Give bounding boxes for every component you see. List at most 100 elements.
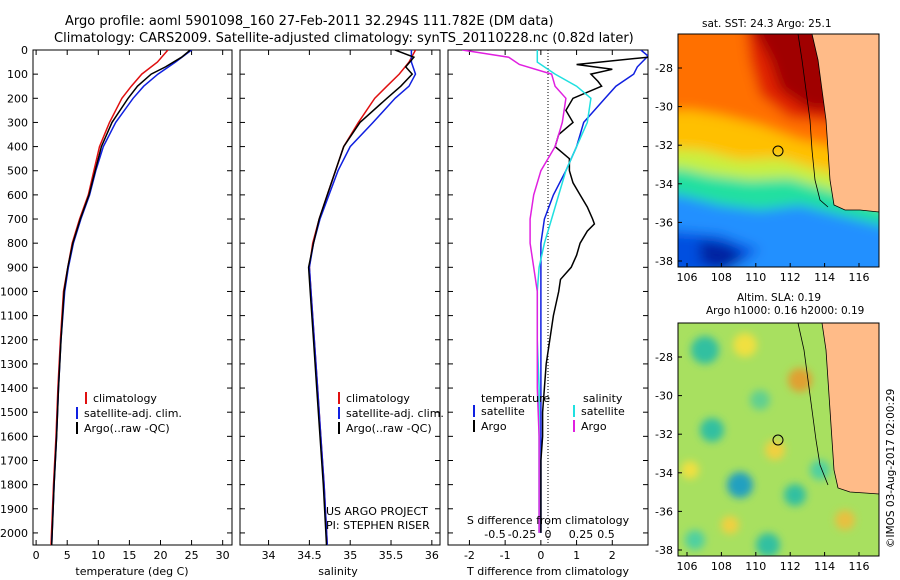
sst-field bbox=[678, 34, 879, 267]
timestamp: ©IMOS 03-Aug-2017 02:00:29 bbox=[885, 389, 897, 548]
temperature-x-ticks: 0 5 10 15 20 25 30 bbox=[33, 49, 232, 562]
lon-tick-label: 110 bbox=[745, 560, 766, 573]
depth-tick-label: 1900 bbox=[0, 503, 28, 516]
sst-map-frame bbox=[677, 33, 880, 268]
legend-salinity-title: salinity bbox=[583, 392, 623, 405]
x-tick-label: -2 bbox=[464, 549, 475, 562]
sst-map-ticks: 106 108 110 112 114 116 -28 -30 -32 -34 -36 -38 bbox=[655, 62, 869, 284]
land-mass bbox=[812, 34, 879, 212]
legend-s-argo: Argo bbox=[581, 420, 607, 433]
depth-tick-label: 1100 bbox=[0, 310, 28, 323]
x-tick-label: 36 bbox=[425, 549, 439, 562]
lat-tick-label: -38 bbox=[655, 255, 673, 268]
x-tick-label: 1 bbox=[573, 549, 580, 562]
temperature-profiles bbox=[50, 50, 193, 545]
lat-tick-label: -36 bbox=[655, 216, 673, 229]
depth-tick-label: 100 bbox=[7, 68, 28, 81]
sla-field bbox=[678, 323, 879, 556]
figure-title-line1: Argo profile: aoml 5901098_160 27-Feb-20… bbox=[65, 14, 554, 29]
depth-tick-label: 200 bbox=[7, 92, 28, 105]
x-tick-label: 34 bbox=[262, 549, 276, 562]
lat-tick-label: -36 bbox=[655, 505, 673, 518]
lon-tick-label: 112 bbox=[780, 560, 801, 573]
lon-tick-label: 116 bbox=[849, 271, 870, 284]
s-difference-tick-label: 0.25 bbox=[569, 528, 594, 541]
x-tick-label: 34.5 bbox=[297, 549, 322, 562]
salinity-axes-frame bbox=[239, 49, 441, 546]
difference-panel: -2 -1 0 1 2 -0.5 -0.25 0 0.25 0.5 T difference f… bbox=[447, 49, 649, 578]
depth-tick-label: 500 bbox=[7, 165, 28, 178]
depth-tick-label: 2000 bbox=[0, 527, 28, 540]
salinity-x-label: salinity bbox=[318, 565, 358, 578]
lon-tick-label: 116 bbox=[849, 560, 870, 573]
sla-map-title-line2: Argo h1000: 0.16 h2000: 0.19 bbox=[706, 305, 864, 317]
x-tick-label: 35 bbox=[343, 549, 357, 562]
temperature-panel: 0 5 10 15 20 25 30 0 100 200 300 400 500 600 700 800 90… bbox=[0, 44, 233, 578]
lon-tick-label: 108 bbox=[711, 271, 732, 284]
temperature-axes-frame bbox=[32, 49, 233, 546]
x-tick-label: 5 bbox=[64, 549, 71, 562]
x-tick-label: 30 bbox=[216, 549, 230, 562]
lon-tick-label: 106 bbox=[677, 271, 698, 284]
series-line-temperature-argo bbox=[540, 55, 648, 533]
lat-tick-label: -30 bbox=[655, 101, 673, 114]
s-difference-label: S difference from climatology bbox=[467, 514, 630, 527]
coastline bbox=[821, 323, 879, 495]
legend-argo: Argo(..raw -QC) bbox=[346, 422, 432, 435]
legend-climatology: climatology bbox=[93, 392, 157, 405]
lat-tick-label: -28 bbox=[655, 62, 673, 75]
series-line-satellite-adj-clim bbox=[50, 50, 193, 545]
depth-tick-label: 0 bbox=[21, 44, 28, 57]
salinity-x-ticks: 34 34.5 35 35.5 36 bbox=[240, 49, 440, 562]
legend-t-satellite: satellite bbox=[481, 405, 525, 418]
depth-tick-label: 1800 bbox=[0, 479, 28, 492]
t-difference-label: T difference from climatology bbox=[466, 565, 629, 578]
lon-tick-label: 106 bbox=[677, 560, 698, 573]
lat-tick-label: -32 bbox=[655, 139, 673, 152]
salinity-panel: 34 34.5 35 35.5 36 salinity climatology sate… bbox=[239, 49, 444, 578]
series-line-argo-raw-qc bbox=[307, 50, 416, 545]
series-line-satellite-adj-clim bbox=[308, 50, 417, 545]
lon-tick-label: 114 bbox=[814, 271, 835, 284]
legend-temperature-title: temperature bbox=[481, 392, 550, 405]
lat-tick-label: -32 bbox=[655, 428, 673, 441]
lat-tick-label: -28 bbox=[655, 351, 673, 364]
legend-climatology: climatology bbox=[346, 392, 410, 405]
lon-tick-label: 110 bbox=[745, 271, 766, 284]
depth-tick-label: 400 bbox=[7, 141, 28, 154]
sla-map-title-line1: Altim. SLA: 0.19 bbox=[737, 292, 821, 304]
depth-tick-label: 1500 bbox=[0, 406, 28, 419]
depth-tick-label: 300 bbox=[7, 116, 28, 129]
series-line-salinity-argo bbox=[462, 50, 567, 533]
depth-tick-label: 1700 bbox=[0, 454, 28, 467]
x-tick-label: 2 bbox=[609, 549, 616, 562]
x-tick-label: 35.5 bbox=[379, 549, 404, 562]
sst-map: sat. SST: 24.3 Argo: 25.1 106 108 110 112 11… bbox=[655, 18, 880, 284]
series-line-temperature-satellite bbox=[540, 50, 648, 533]
sst-map-title: sat. SST: 24.3 Argo: 25.1 bbox=[702, 18, 832, 30]
figure-title-line2: Climatology: CARS2009. Satellite-adjuste… bbox=[54, 31, 634, 46]
x-tick-label: 0 bbox=[33, 549, 40, 562]
x-tick-label: 0 bbox=[537, 549, 544, 562]
s-difference-tick-label: -0.25 bbox=[508, 528, 536, 541]
coastline bbox=[811, 34, 879, 213]
series-line-climatology bbox=[50, 50, 169, 545]
bathymetry-contour bbox=[797, 34, 829, 208]
depth-tick-label: 700 bbox=[7, 213, 28, 226]
s-difference-tick-label: 0 bbox=[545, 528, 552, 541]
difference-profiles bbox=[462, 50, 648, 533]
sla-map-frame bbox=[677, 322, 880, 557]
depth-tick-label: 600 bbox=[7, 189, 28, 202]
depth-tick-label: 900 bbox=[7, 261, 28, 274]
temperature-x-label: temperature (deg C) bbox=[75, 565, 188, 578]
land-mass bbox=[822, 323, 879, 494]
x-tick-label: 15 bbox=[122, 549, 136, 562]
bathymetry-contour bbox=[797, 323, 829, 486]
difference-x-ticks: -2 -1 0 1 2 bbox=[448, 49, 648, 562]
s-difference-tick-label: 0.5 bbox=[597, 528, 615, 541]
temperature-legend: climatology satellite-adj. clim. Argo(..… bbox=[76, 392, 182, 435]
lon-tick-label: 108 bbox=[711, 560, 732, 573]
legend-satellite: satellite-adj. clim. bbox=[346, 407, 444, 420]
lon-tick-label: 112 bbox=[780, 271, 801, 284]
series-line-argo-raw-qc bbox=[50, 50, 191, 545]
